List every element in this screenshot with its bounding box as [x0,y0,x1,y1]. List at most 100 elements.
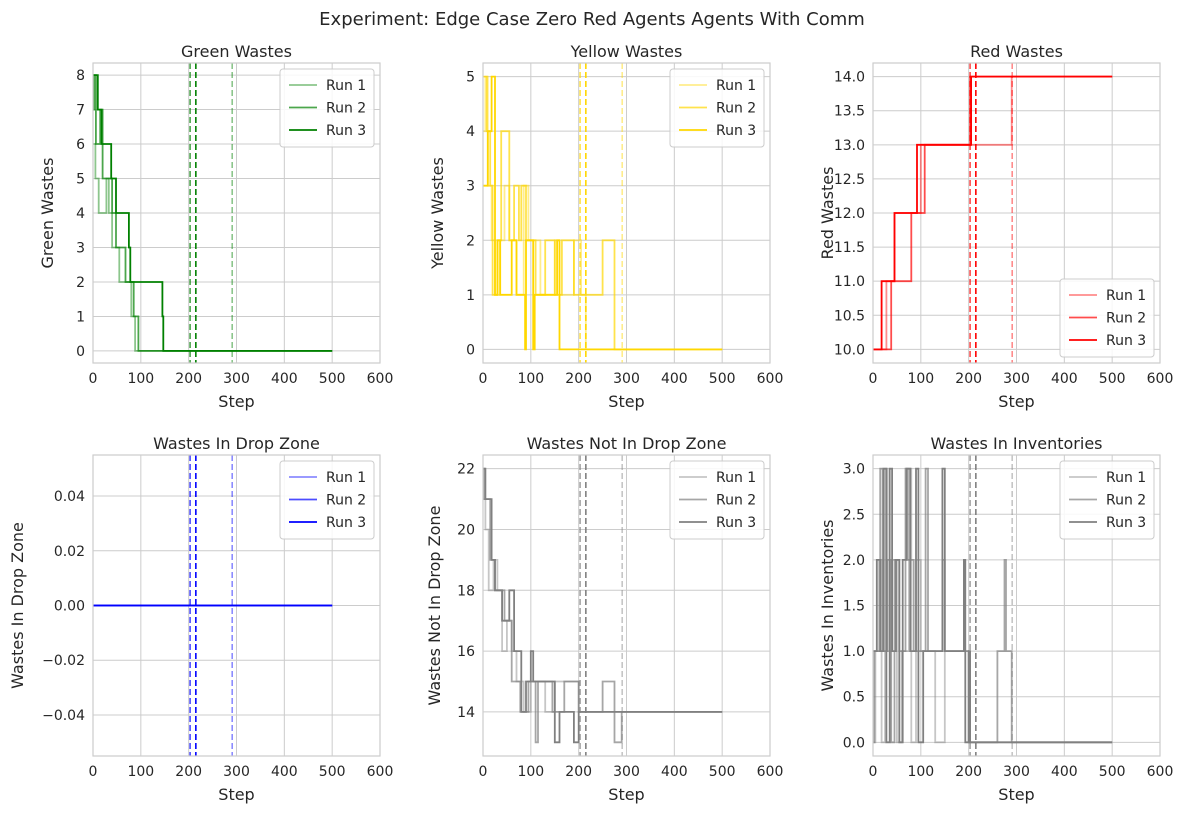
series-line-run-3 [483,75,723,351]
x-tick-label: 0 [479,764,488,780]
y-tick-label: 10.5 [834,308,865,324]
x-axis-label: Step [998,392,1034,411]
legend-label-run-3: Run 3 [326,515,366,531]
x-tick-label: 500 [709,764,736,780]
y-tick-label: 3 [466,179,475,195]
x-tick-label: 100 [517,764,544,780]
x-tick-label: 200 [955,764,982,780]
legend-label-run-2: Run 2 [1106,493,1146,509]
chart-panel-6: 0 100 200 300 400 500 600 0.0 0.5 1.0 1.5 2.0 2.5 3.0… [818,434,1173,804]
x-tick-label: 400 [1051,371,1078,387]
x-tick-label: 100 [127,371,154,387]
series-line-run-3 [873,75,1113,351]
y-tick-label: 3 [76,240,85,256]
legend-label-run-3: Run 3 [326,123,366,139]
chart-panel-3: 0 100 200 300 400 500 600 10.0 10.5 11.0 11.5 12.0 1… [818,42,1173,411]
y-tick-label: 0.00 [54,599,85,615]
y-tick-label: 2.5 [843,507,865,523]
series-line-run-3 [873,467,1113,744]
panel-title: Wastes In Drop Zone [153,434,320,453]
y-tick-label: 14 [457,705,475,721]
legend: Run 1 Run 2 Run 3 [279,460,375,540]
x-tick-label: 0 [869,371,878,387]
y-tick-label: 16 [457,644,475,660]
legend-label-run-1: Run 1 [1106,470,1146,486]
x-tick-label: 500 [319,764,346,780]
x-tick-label: 300 [613,371,640,387]
x-tick-label: 300 [223,764,250,780]
panel-title: Wastes In Inventories [931,434,1103,453]
legend-box [1059,460,1155,540]
plot-frame [92,62,381,364]
y-tick-label: 1.0 [843,644,865,660]
x-tick-label: 600 [367,764,394,780]
y-tick-label: 8 [76,68,85,84]
x-tick-label: 500 [709,371,736,387]
chart-panel-2: 0 100 200 300 400 500 600 0 1 2 3 4 5 Yellow Wastes St… [428,42,783,411]
x-tick-label: 600 [757,371,784,387]
y-tick-label: 0.0 [843,735,865,751]
x-tick-label: 200 [175,371,202,387]
y-tick-label: 5 [466,70,475,86]
x-tick-label: 500 [319,371,346,387]
legend-label-run-1: Run 1 [326,78,366,94]
legend-label-run-2: Run 2 [1106,311,1146,327]
y-tick-label: 2 [76,275,85,291]
x-tick-label: 400 [271,764,298,780]
y-tick-label: 1.5 [843,599,865,615]
legend-label-run-1: Run 1 [716,470,756,486]
chart-panel-5: 0 100 200 300 400 500 600 14 16 18 20 22 Wastes Not … [425,434,783,804]
series-line-run-1 [873,467,1113,744]
x-tick-label: 300 [613,764,640,780]
y-tick-label: 0.5 [843,690,865,706]
x-axis-label: Step [218,785,254,804]
x-tick-label: 0 [89,764,98,780]
plot-frame [872,454,1161,757]
x-tick-label: 400 [271,371,298,387]
legend-label-run-3: Run 3 [716,515,756,531]
y-axis-label: Wastes In Drop Zone [8,522,27,689]
y-tick-label: 11.5 [834,240,865,256]
x-tick-label: 600 [757,764,784,780]
plot-frame [482,62,771,364]
series-line-run-2 [483,75,723,351]
x-tick-label: 400 [661,764,688,780]
legend-box [1059,278,1155,358]
y-tick-label: 1 [76,309,85,325]
x-tick-label: 600 [1147,371,1174,387]
plot-frame [92,454,381,757]
x-tick-label: 600 [367,371,394,387]
y-tick-label: 12.0 [834,206,865,222]
legend-label-run-1: Run 1 [1106,288,1146,304]
y-tick-label: 0.02 [54,544,85,560]
legend: Run 1 Run 2 Run 3 [1059,460,1155,540]
legend: Run 1 Run 2 Run 3 [279,68,375,148]
y-tick-label: 3.0 [843,462,865,478]
x-tick-label: 200 [175,764,202,780]
chart-panel-4: 0 100 200 300 400 500 600 −0.04 −0.02 0.00 0.02 0.0… [8,434,393,804]
x-tick-label: 0 [869,764,878,780]
y-tick-label: 14.0 [834,70,865,86]
x-tick-label: 0 [479,371,488,387]
x-tick-label: 100 [907,764,934,780]
y-tick-label: 4 [76,206,85,222]
panel-title: Yellow Wastes [570,42,683,61]
y-tick-label: 5 [76,172,85,188]
y-tick-label: 12.5 [834,172,865,188]
y-tick-label: 4 [466,124,475,140]
y-tick-label: 6 [76,137,85,153]
x-tick-label: 100 [907,371,934,387]
x-tick-label: 100 [517,371,544,387]
legend-box [279,68,375,148]
y-tick-label: 13.5 [834,104,865,120]
legend: Run 1 Run 2 Run 3 [669,68,765,148]
series-line-run-2 [93,74,333,352]
y-tick-label: 22 [457,462,475,478]
x-tick-label: 600 [1147,764,1174,780]
x-axis-label: Step [608,392,644,411]
y-axis-label: Green Wastes [38,158,57,269]
x-tick-label: 200 [955,371,982,387]
legend-label-run-2: Run 2 [716,101,756,117]
panel-title: Red Wastes [970,42,1063,61]
